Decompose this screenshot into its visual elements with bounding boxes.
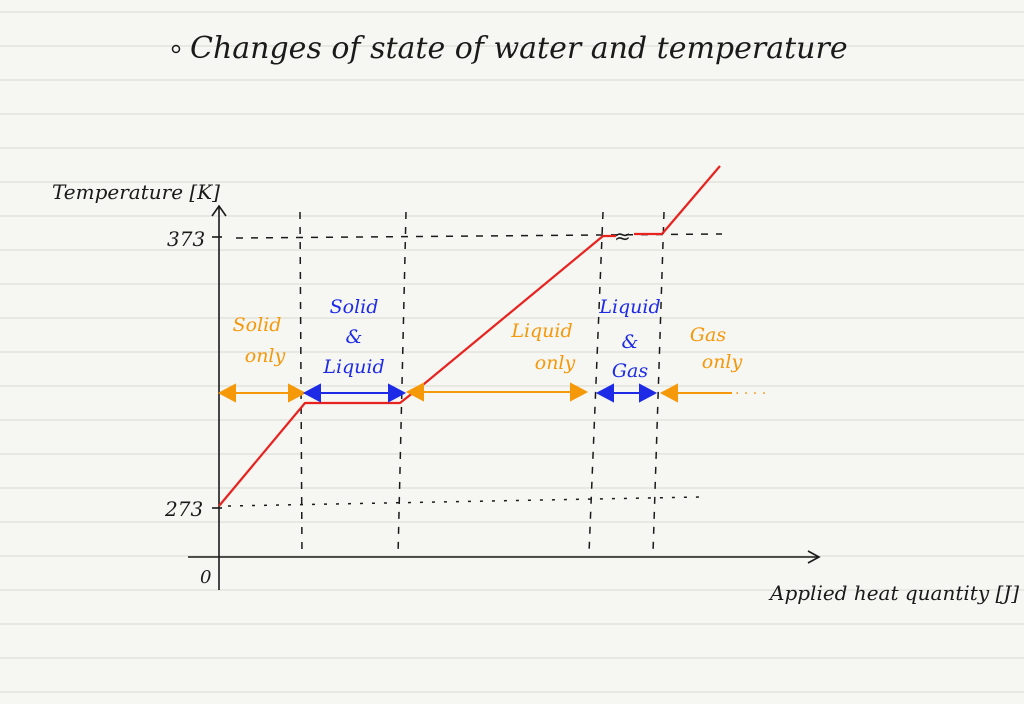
x-axis-label: Applied heat quantity [J] [768,581,1019,605]
arrow-left-icon [659,383,678,403]
arrow-right-icon [388,383,407,403]
boundary-2 [397,211,407,557]
label-line: & [622,331,639,353]
phase-arrows [217,382,732,403]
y-axis-label: Temperature [K] [52,180,220,204]
arrow-liquid-only [405,382,589,402]
label-line: only [535,352,576,374]
label-line: Gas [690,324,727,346]
label-line: Gas [612,360,649,382]
boundary-4 [652,211,665,554]
arrow-left-icon [405,382,424,402]
origin-label: 0 [200,567,211,588]
label-liquid-gas: Liquid & Gas [598,296,660,382]
label-line: only [245,345,286,367]
boundary-3 [588,211,604,554]
y-tick-label-373: 373 [167,227,205,251]
boundary-1 [299,211,303,557]
region-labels: Solid only Solid & Liquid Liquid only Li… [233,296,743,382]
arrow-left-icon [217,383,236,403]
label-line: Solid [233,314,282,336]
label-line: only [702,351,743,373]
label-line: Liquid [510,320,572,342]
arrow-gas-only [659,383,732,403]
label-liquid-only: Liquid only [510,320,575,374]
axes [188,204,821,590]
curve-segment-upper [634,165,721,236]
y-axis-arrow-icon [211,204,227,217]
x-axis-arrow-icon [807,550,821,564]
label-line: Liquid [598,296,660,318]
label-line: & [346,326,363,348]
arrow-left-icon [302,383,321,403]
y-tick-label-273: 273 [164,497,203,521]
arrow-liquid-gas [595,383,658,403]
label-solid-only: Solid only [233,314,286,367]
arrow-left-icon [595,383,614,403]
arrow-solid-liquid [302,383,407,403]
heating-curve [218,165,721,507]
label-line: Liquid [322,356,384,378]
page-title: Changes of state of water and temperatur… [190,31,848,66]
label-solid-liquid: Solid & Liquid [322,296,384,378]
notebook-rules [0,11,1024,693]
arrow-right-icon [639,383,658,403]
guide-273 [227,496,701,507]
bullet-icon [171,44,181,54]
label-line: Solid [330,296,379,318]
arrow-solid-only [217,383,307,403]
continuation-dots: · · · · [735,386,766,402]
guide-lines [227,211,723,557]
label-gas-only: Gas only [690,324,743,373]
arrow-right-icon [288,383,307,403]
arrow-right-icon [570,382,589,402]
axis-break-icon: ≈ [614,224,631,248]
